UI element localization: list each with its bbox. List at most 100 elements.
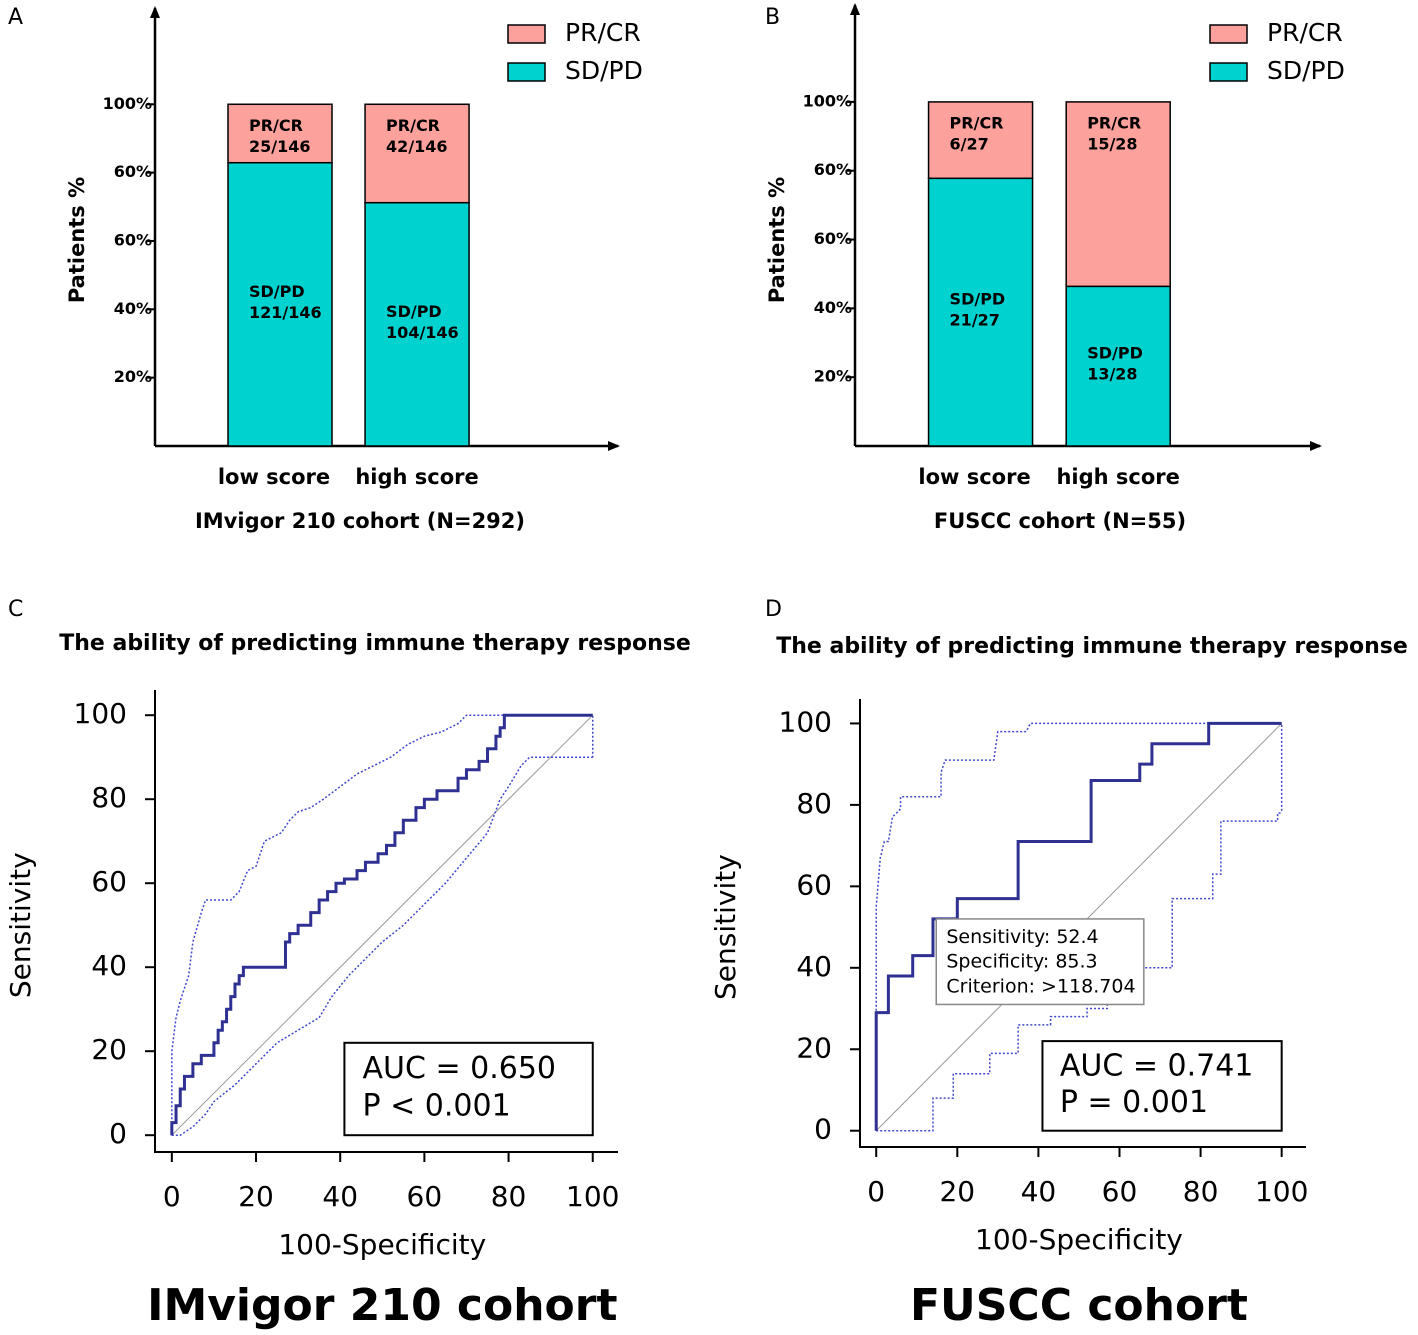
y-tick-label: 60%: [814, 160, 852, 179]
y-axis-title: Patients %: [765, 177, 789, 303]
bar-segment: [364, 201, 470, 447]
x-tick-label: low score: [218, 465, 330, 489]
x-tick-label: 80: [491, 1180, 527, 1213]
x-tick-label: 0: [867, 1175, 885, 1208]
x-axis-title: 100-Specificity: [975, 1223, 1183, 1256]
roc-line: [171, 714, 594, 1136]
x-tick-label: 100: [566, 1180, 619, 1213]
auc-text: P = 0.001: [1060, 1085, 1208, 1120]
x-tick-label: 80: [1183, 1175, 1219, 1208]
y-tick-label: 40: [91, 949, 127, 982]
y-tick-label: 60: [91, 865, 127, 898]
panel-letter: B: [765, 5, 780, 30]
legend-label: SD/PD: [1267, 56, 1345, 85]
y-axis-title: Sensitivity: [709, 854, 742, 1000]
y-tick-label: 0: [109, 1117, 127, 1150]
x-tick-label: 60: [407, 1180, 443, 1213]
criterion-box: [935, 918, 1145, 1006]
panel-letter: D: [765, 597, 782, 622]
legend-label: SD/PD: [565, 56, 643, 85]
x-tick-label: high score: [1056, 465, 1179, 489]
segment-name: PR/CR: [1087, 113, 1141, 132]
segment-label: 21/27: [950, 311, 1000, 330]
criterion-text: Specificity: 85.3: [946, 951, 1097, 973]
bar-segment: [927, 177, 1034, 447]
y-tick-label: 100%: [103, 94, 152, 113]
y-tick-label: 0: [814, 1113, 832, 1146]
segment-name: SD/PD: [386, 302, 442, 321]
roc-line: [171, 756, 593, 1136]
segment-label: 6/27: [950, 134, 989, 153]
x-axis-title: IMvigor 210 cohort (N=292): [195, 509, 525, 533]
segment-label: 15/28: [1087, 134, 1137, 153]
x-tick-label: low score: [918, 465, 1030, 489]
x-tick-label: 0: [163, 1180, 181, 1213]
criterion-text: Sensitivity: 52.4: [946, 926, 1098, 948]
bar-segment: [364, 103, 470, 204]
segment-label: 13/28: [1087, 365, 1137, 384]
axes: [154, 690, 618, 1153]
segment-label: 42/146: [386, 137, 448, 156]
y-tick-label: 80: [91, 781, 127, 814]
auc-text: AUC = 0.650: [363, 1051, 557, 1086]
segment-name: PR/CR: [950, 113, 1004, 132]
roc-line: [876, 812, 1282, 1132]
panel-letter: C: [8, 597, 23, 622]
bar-segment: [927, 101, 1034, 180]
auc-box: [343, 1041, 594, 1137]
auc-box: [1041, 1040, 1283, 1132]
bar-segment: [1065, 101, 1171, 288]
segment-label: 104/146: [386, 323, 459, 342]
cohort-caption: FUSCC cohort: [910, 1280, 1248, 1331]
y-tick-label: 20: [796, 1031, 832, 1064]
segment-label: 121/146: [249, 303, 322, 322]
y-tick-label: 20: [91, 1033, 127, 1066]
segment-name: PR/CR: [386, 116, 440, 135]
x-tick-label: 40: [1021, 1175, 1057, 1208]
x-axis-title: 100-Specificity: [278, 1228, 486, 1261]
segment-name: SD/PD: [249, 282, 305, 301]
y-tick-label: 40: [796, 950, 832, 983]
roc-line: [874, 721, 1282, 1131]
x-tick-label: high score: [355, 465, 478, 489]
chart-title: The ability of predicting immune therapy…: [776, 634, 1408, 659]
y-tick-label: 100: [74, 697, 127, 730]
segment-name: PR/CR: [249, 116, 303, 135]
segment-name: SD/PD: [950, 290, 1006, 309]
legend-label: PR/CR: [1267, 18, 1343, 47]
bar-segment: [227, 103, 333, 164]
criterion-text: Criterion: >118.704: [946, 975, 1135, 997]
y-axis-title: Sensitivity: [4, 852, 37, 998]
x-tick-label: 40: [322, 1180, 358, 1213]
legend-label: PR/CR: [565, 18, 641, 47]
legend-swatch: [1209, 62, 1248, 82]
bar-segment: [227, 161, 333, 447]
y-tick-label: 60%: [114, 230, 152, 249]
x-tick-label: 20: [238, 1180, 274, 1213]
x-axis-title: FUSCC cohort (N=55): [934, 509, 1186, 533]
y-axis-title: Patients %: [65, 177, 89, 303]
segment-label: 25/146: [249, 137, 311, 156]
y-tick-label: 100%: [803, 91, 852, 110]
y-tick-label: 40%: [114, 299, 152, 318]
x-tick-label: 20: [939, 1175, 975, 1208]
y-tick-label: 60%: [114, 162, 152, 181]
y-tick-label: 60: [796, 868, 832, 901]
x-tick-label: 100: [1255, 1175, 1308, 1208]
roc-line: [171, 714, 594, 1136]
cohort-caption: IMvigor 210 cohort: [147, 1280, 617, 1331]
roc-line: [170, 713, 593, 1136]
roc-line: [875, 722, 1283, 1131]
x-tick-label: 60: [1102, 1175, 1138, 1208]
y-tick-label: 100: [779, 705, 832, 738]
legend-swatch: [1209, 24, 1248, 44]
panel-letter: A: [8, 5, 23, 30]
axes: [859, 699, 1306, 1148]
chart-title: The ability of predicting immune therapy…: [59, 631, 691, 656]
y-tick-label: 20%: [814, 367, 852, 386]
bar-segment: [1065, 285, 1171, 447]
auc-text: P < 0.001: [363, 1089, 511, 1124]
y-tick-label: 40%: [814, 298, 852, 317]
y-tick-label: 80: [796, 787, 832, 820]
